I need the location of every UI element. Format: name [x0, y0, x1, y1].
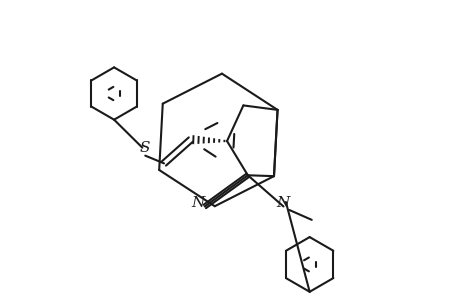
Text: S: S: [140, 141, 150, 154]
Text: N: N: [276, 196, 290, 210]
Text: N: N: [191, 196, 204, 210]
